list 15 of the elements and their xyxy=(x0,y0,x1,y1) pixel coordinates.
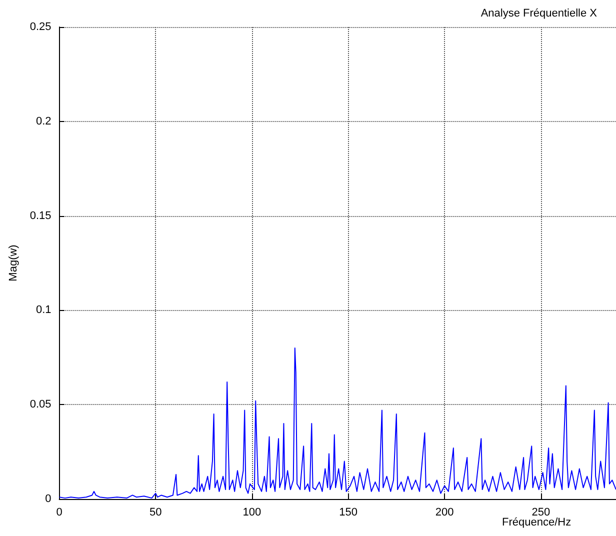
y-tick-label: 0.15 xyxy=(30,210,52,222)
y-tick-label: 0.1 xyxy=(36,304,52,316)
y-tick-label: 0.05 xyxy=(30,398,52,411)
x-tick-label: 150 xyxy=(339,506,358,518)
y-tick-label: 0.25 xyxy=(30,21,52,33)
x-tick-label: 250 xyxy=(532,506,550,518)
y-tick-label: 0 xyxy=(45,493,52,505)
chart-title: Analyse Fréquentielle X xyxy=(480,8,598,20)
x-tick-label: 0 xyxy=(56,506,62,518)
y-axis-title: Mag(w) xyxy=(8,244,20,282)
x-tick-label: 100 xyxy=(242,506,262,518)
x-axis-title: Fréquence/Hz xyxy=(502,516,572,528)
x-tick-label: 50 xyxy=(149,506,162,518)
x-tick-label: 200 xyxy=(435,506,454,518)
y-tick-label: 0.2 xyxy=(36,115,52,128)
